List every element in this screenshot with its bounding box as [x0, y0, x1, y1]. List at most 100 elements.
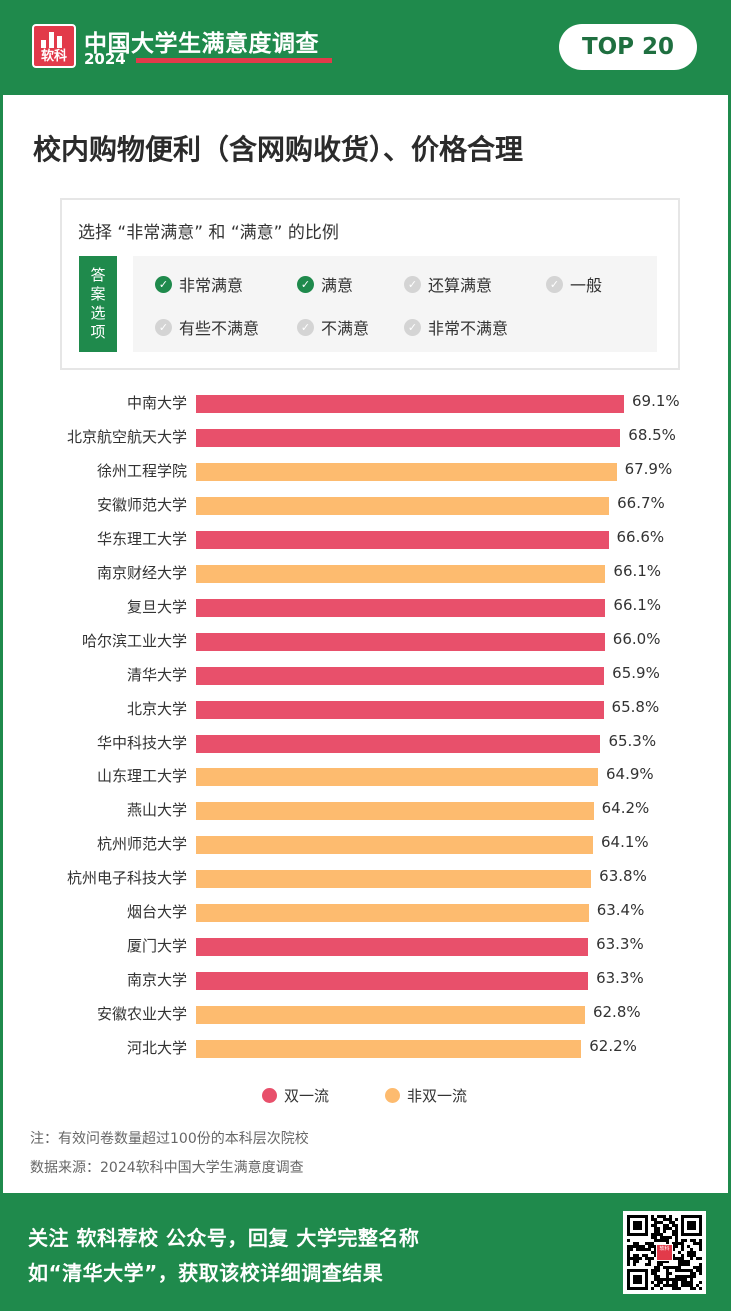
page-title: 校内购物便利（含网购收货）、价格合理	[33, 133, 524, 166]
qr-center-text: 软科	[659, 1246, 670, 1252]
value-label: 63.3%	[596, 969, 644, 988]
category-label: 厦门大学	[126, 937, 187, 956]
legend-label: 非双一流	[407, 1087, 468, 1105]
chart-row: 南京财经大学 66.1%	[3, 558, 728, 588]
header: 软科 中国大学生满意度调查 2024 TOP 20	[0, 0, 731, 95]
bar	[196, 1006, 585, 1025]
category-label: 山东理工大学	[96, 767, 187, 786]
chart-row: 清华大学 65.9%	[3, 660, 728, 690]
bar	[196, 530, 609, 549]
legend-item-non-double-first-class: 非双一流	[385, 1085, 467, 1106]
category-label: 复旦大学	[126, 597, 187, 616]
footer: 关注 软科荐校 公众号，回复 大学完整名称 如“清华大学”，获取该校详细调查结果…	[0, 1193, 731, 1311]
chart-row: 南京大学 63.3%	[3, 965, 728, 995]
chart-row: 复旦大学 66.1%	[3, 592, 728, 622]
value-label: 63.4%	[596, 901, 645, 920]
category-label: 哈尔滨工业大学	[81, 631, 187, 650]
bar	[196, 428, 621, 447]
value-label: 66.1%	[613, 595, 662, 614]
chart-row: 中南大学 69.1%	[3, 388, 728, 418]
category-label: 华东理工大学	[96, 529, 187, 548]
logo-text: 软科	[40, 49, 67, 64]
bar	[196, 904, 589, 923]
chart-row: 燕山大学 64.2%	[3, 795, 728, 825]
logo-bars-icon	[41, 32, 69, 48]
bar	[196, 870, 592, 889]
category-label: 杭州师范大学	[96, 835, 187, 854]
answer-label-char: 答	[90, 266, 106, 284]
chart-row: 北京航空航天大学 68.5%	[3, 422, 728, 452]
answer-label-char: 案	[90, 285, 106, 303]
bar	[196, 938, 589, 957]
check-circle-icon: ✓	[155, 318, 172, 336]
check-circle-icon: ✓	[404, 318, 421, 336]
chart-row: 杭州师范大学 64.1%	[3, 829, 728, 859]
chart-row: 河北大学 62.2%	[3, 1033, 728, 1063]
check-circle-icon: ✓	[297, 275, 314, 293]
option-label: 非常满意	[179, 276, 244, 295]
value-label: 64.2%	[601, 799, 650, 818]
chart-row: 华东理工大学 66.6%	[3, 524, 728, 554]
chart-row: 徐州工程学院 67.9%	[3, 456, 728, 486]
bar	[196, 802, 594, 821]
bar	[196, 972, 589, 991]
option-dissatisfied: ✓ 不满意	[297, 315, 369, 339]
qr-center-logo: 软科	[656, 1244, 673, 1261]
option-label: 不满意	[321, 319, 370, 338]
value-label: 66.1%	[613, 561, 662, 580]
value-label: 62.8%	[592, 1003, 641, 1022]
value-label: 65.8%	[611, 697, 660, 716]
option-label: 满意	[321, 276, 354, 295]
option-satisfied: ✓ 满意	[297, 272, 353, 296]
bar	[196, 598, 606, 617]
option-label: 还算满意	[428, 276, 493, 295]
answer-options: ✓ 非常满意 ✓ 满意 ✓ 还算满意 ✓ 一般 ✓ 有些不满意 ✓ 不满意 ✓ 非常不满意	[133, 256, 657, 352]
footer-line-2: 如“清华大学”，获取该校详细调查结果	[28, 1261, 384, 1285]
legend-label: 双一流	[284, 1087, 330, 1105]
chart-row: 厦门大学 63.3%	[3, 931, 728, 961]
qr-code[interactable]: 软科	[623, 1211, 706, 1294]
value-label: 65.9%	[612, 663, 660, 682]
category-label: 河北大学	[126, 1039, 187, 1058]
category-label: 北京航空航天大学	[66, 427, 187, 446]
category-label: 华中科技大学	[96, 733, 187, 752]
bar	[196, 632, 605, 651]
value-label: 66.0%	[612, 629, 661, 648]
value-label: 66.7%	[617, 493, 665, 512]
check-circle-icon: ✓	[546, 275, 563, 293]
value-label: 67.9%	[624, 459, 673, 478]
category-label: 南京大学	[126, 971, 187, 990]
category-label: 燕山大学	[126, 801, 187, 820]
option-very-dissatisfied: ✓ 非常不满意	[404, 315, 508, 339]
top-badge: TOP 20	[559, 24, 697, 70]
value-label: 63.8%	[599, 867, 647, 886]
decorative-red-line	[136, 58, 332, 63]
survey-title: 中国大学生满意度调查	[84, 31, 319, 57]
bar	[196, 395, 624, 413]
option-label: 非常不满意	[428, 319, 509, 338]
content-panel: 校内购物便利（含网购收货）、价格合理 选择 “非常满意” 和 “满意” 的比例 …	[3, 95, 728, 1193]
value-label: 63.3%	[596, 935, 644, 954]
category-label: 清华大学	[126, 665, 187, 684]
answer-label-char: 项	[90, 323, 106, 341]
bar	[196, 462, 617, 481]
bar	[196, 700, 604, 719]
legend-dot	[262, 1088, 277, 1103]
answer-label: 答案选项	[79, 256, 117, 352]
check-circle-icon: ✓	[155, 275, 172, 293]
note-text: 注：有效问卷数量超过100份的本科层次院校	[30, 1131, 309, 1147]
bar	[196, 1040, 582, 1059]
bar	[196, 734, 601, 753]
option-somewhat-dissatisfied: ✓ 有些不满意	[155, 315, 259, 339]
bar	[196, 496, 610, 515]
category-label: 安徽师范大学	[96, 495, 187, 514]
footer-line-1: 关注 软科荐校 公众号，回复 大学完整名称	[28, 1226, 420, 1250]
value-label: 65.3%	[608, 731, 657, 750]
question-text: 选择 “非常满意” 和 “满意” 的比例	[78, 223, 339, 243]
category-label: 烟台大学	[126, 903, 187, 922]
category-label: 徐州工程学院	[96, 461, 187, 480]
legend-item-double-first-class: 双一流	[262, 1085, 329, 1106]
bar	[196, 564, 606, 583]
option-very-satisfied: ✓ 非常满意	[155, 272, 243, 296]
value-label: 62.2%	[589, 1037, 637, 1056]
